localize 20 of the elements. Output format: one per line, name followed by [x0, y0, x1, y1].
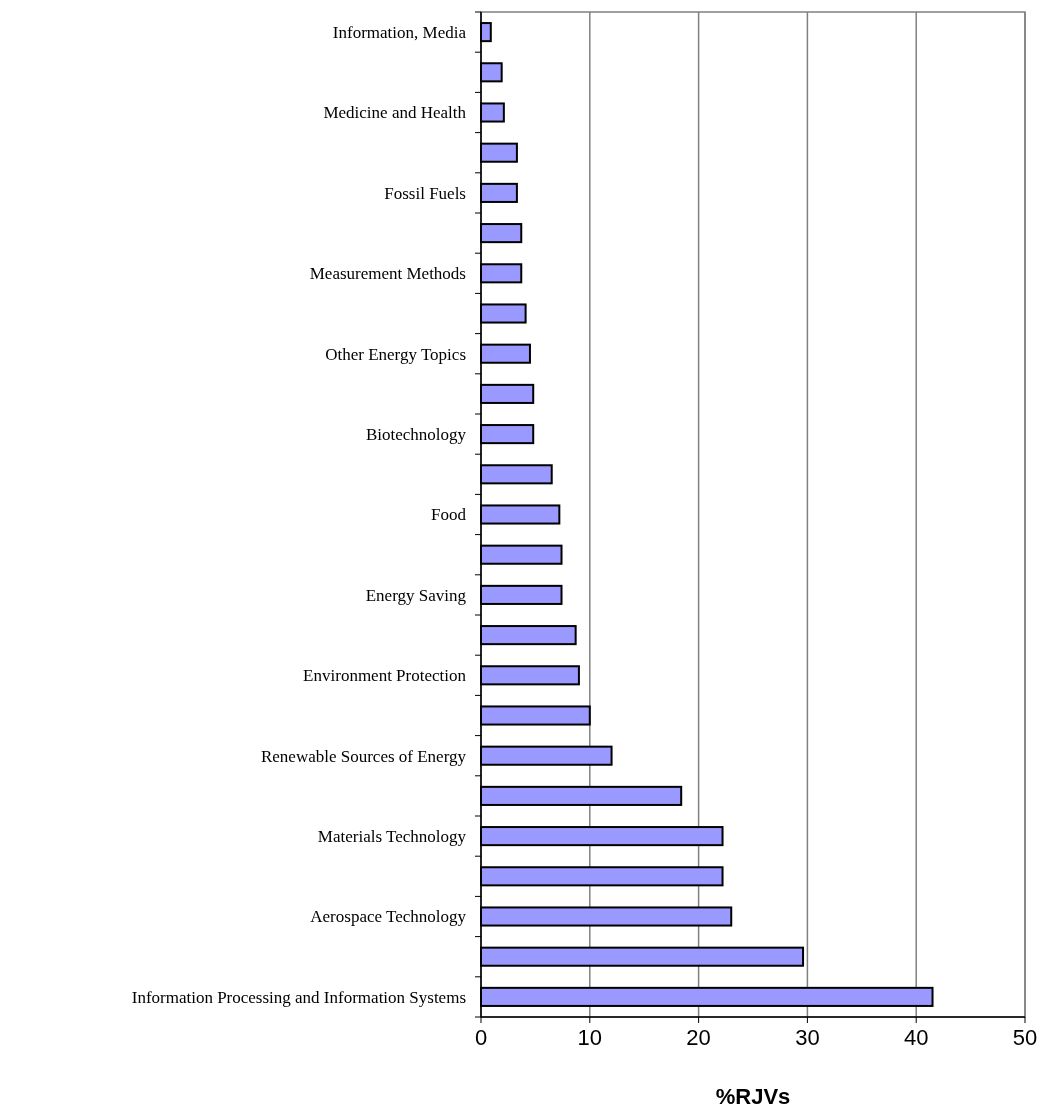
y-tick-label: Biotechnology: [365, 425, 467, 445]
x-tick-label: 0: [474, 1025, 488, 1050]
x-tick-label: 30: [795, 1025, 820, 1050]
y-tick-label: Medicine and Health: [323, 103, 467, 123]
y-tick-label: Food: [431, 505, 467, 525]
x-tick-label: 40: [903, 1025, 929, 1050]
y-tick-label: Environment Protection: [303, 666, 467, 686]
x-axis-title: %RJVs: [715, 1084, 791, 1109]
y-tick-label: Measurement Methods: [309, 264, 466, 284]
y-tick-label: Aerospace Technology: [310, 907, 467, 927]
x-tick-label: 10: [577, 1025, 603, 1050]
y-tick-label: Energy Saving: [365, 585, 467, 605]
x-tick-label: 50: [1012, 1025, 1038, 1050]
y-tick-label: Information, Media: [332, 23, 467, 43]
y-tick-label: Other Energy Topics: [325, 344, 466, 364]
y-tick-label: Fossil Fuels: [384, 183, 466, 203]
y-tick-label: Materials Technology: [317, 827, 467, 847]
y-tick-label: Information Processing and Information Systems: [131, 987, 466, 1007]
x-tick-label: 20: [686, 1025, 711, 1050]
y-tick-label: Renewable Sources of Energy: [260, 746, 467, 766]
